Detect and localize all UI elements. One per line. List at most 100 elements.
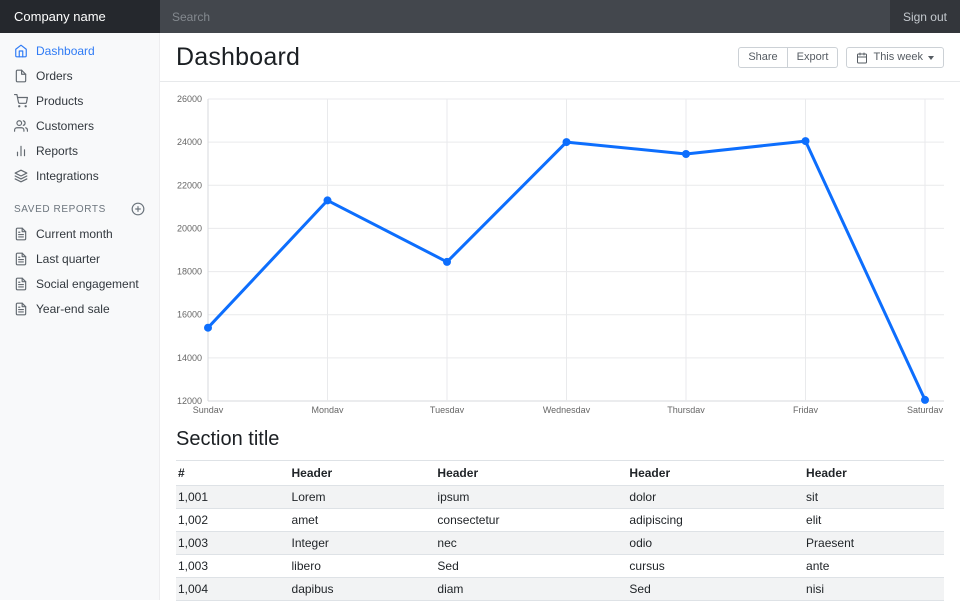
sidebar-item-label: Orders [36,69,73,83]
share-button[interactable]: Share [738,47,787,68]
sidebar-item-label: Integrations [36,169,99,183]
sidebar-item-label: Customers [36,119,94,133]
file-text-icon [14,227,28,241]
table-cell: 1,004 [176,578,284,601]
table-cell: Praesent [798,532,944,555]
table-cell: 1,001 [176,486,284,509]
table-cell: Lorem [284,486,430,509]
period-dropdown-button[interactable]: This week [846,47,944,68]
svg-text:14000: 14000 [177,353,202,363]
sidebar-item-orders[interactable]: Orders [0,63,159,88]
svg-text:18000: 18000 [177,267,202,277]
svg-text:Saturday: Saturday [907,405,944,413]
saved-reports-heading-label: Saved reports [14,204,106,215]
saved-report-item[interactable]: Year-end sale [0,296,159,321]
table-cell: adipiscing [621,509,798,532]
period-label: This week [873,51,923,64]
column-header: Header [429,461,621,486]
table-cell: sit [798,486,944,509]
file-text-icon [14,277,28,291]
column-header: Header [621,461,798,486]
page-header: Dashboard Share Export This week [160,33,960,82]
sidebar-item-dashboard[interactable]: Dashboard [0,38,159,63]
brand[interactable]: Company name [0,0,160,33]
svg-text:Monday: Monday [311,405,344,413]
table-cell: nec [429,532,621,555]
table-cell: 1,003 [176,555,284,578]
table-cell: cursus [621,555,798,578]
share-export-group: Share Export [738,47,838,68]
table-cell: dapibus [284,578,430,601]
table-cell: amet [284,509,430,532]
sidebar: Dashboard Orders Products Customers Repo… [0,33,160,600]
table-cell: elit [798,509,944,532]
svg-text:Wednesday: Wednesday [543,405,591,413]
top-navbar: Company name Sign out [0,0,960,33]
sidebar-item-integrations[interactable]: Integrations [0,163,159,188]
plus-circle-icon[interactable] [131,202,145,216]
saved-reports-list: Current month Last quarter Social engageme… [0,221,159,321]
home-icon [14,44,28,58]
svg-text:20000: 20000 [177,223,202,233]
section-title: Section title [176,428,944,451]
table-cell: ante [798,555,944,578]
column-header: Header [798,461,944,486]
table-cell: dolor [621,486,798,509]
svg-text:22000: 22000 [177,180,202,190]
sidebar-item-products[interactable]: Products [0,88,159,113]
export-button[interactable]: Export [788,47,839,68]
saved-report-item[interactable]: Current month [0,221,159,246]
table-cell: Integer [284,532,430,555]
table-cell: Sed [621,578,798,601]
svg-text:24000: 24000 [177,137,202,147]
shopping-cart-icon [14,94,28,108]
calendar-icon [856,52,868,64]
svg-text:Tuesday: Tuesday [430,405,465,413]
saved-report-label: Current month [36,227,113,241]
sales-line-chart: 1200014000160001800020000220002400026000… [176,91,944,413]
file-icon [14,69,28,83]
table-cell: nisi [798,578,944,601]
table-cell: Sed [429,555,621,578]
table-cell: 1,003 [176,532,284,555]
sidebar-item-label: Dashboard [36,44,95,58]
table-cell: ipsum [429,486,621,509]
sidebar-item-label: Reports [36,144,78,158]
page-title: Dashboard [176,43,300,72]
svg-text:Friday: Friday [793,405,819,413]
sidebar-item-reports[interactable]: Reports [0,138,159,163]
file-text-icon [14,302,28,316]
saved-reports-heading: Saved reports [0,188,159,221]
saved-report-label: Last quarter [36,252,100,266]
saved-report-item[interactable]: Last quarter [0,246,159,271]
file-text-icon [14,252,28,266]
svg-text:Thursday: Thursday [667,405,705,413]
toolbar: Share Export This week [738,47,944,68]
saved-report-label: Social engagement [36,277,139,291]
svg-text:26000: 26000 [177,94,202,104]
table-cell: libero [284,555,430,578]
svg-text:Sunday: Sunday [193,405,224,413]
sign-out-link[interactable]: Sign out [890,0,960,33]
saved-report-label: Year-end sale [36,302,110,316]
table-cell: 1,002 [176,509,284,532]
column-header: Header [284,461,430,486]
sidebar-item-label: Products [36,94,83,108]
search-input[interactable] [160,0,890,33]
caret-down-icon [928,56,934,60]
table-cell: diam [429,578,621,601]
table-cell: odio [621,532,798,555]
saved-report-item[interactable]: Social engagement [0,271,159,296]
table-cell: consectetur [429,509,621,532]
column-header: # [176,461,284,486]
sidebar-item-customers[interactable]: Customers [0,113,159,138]
